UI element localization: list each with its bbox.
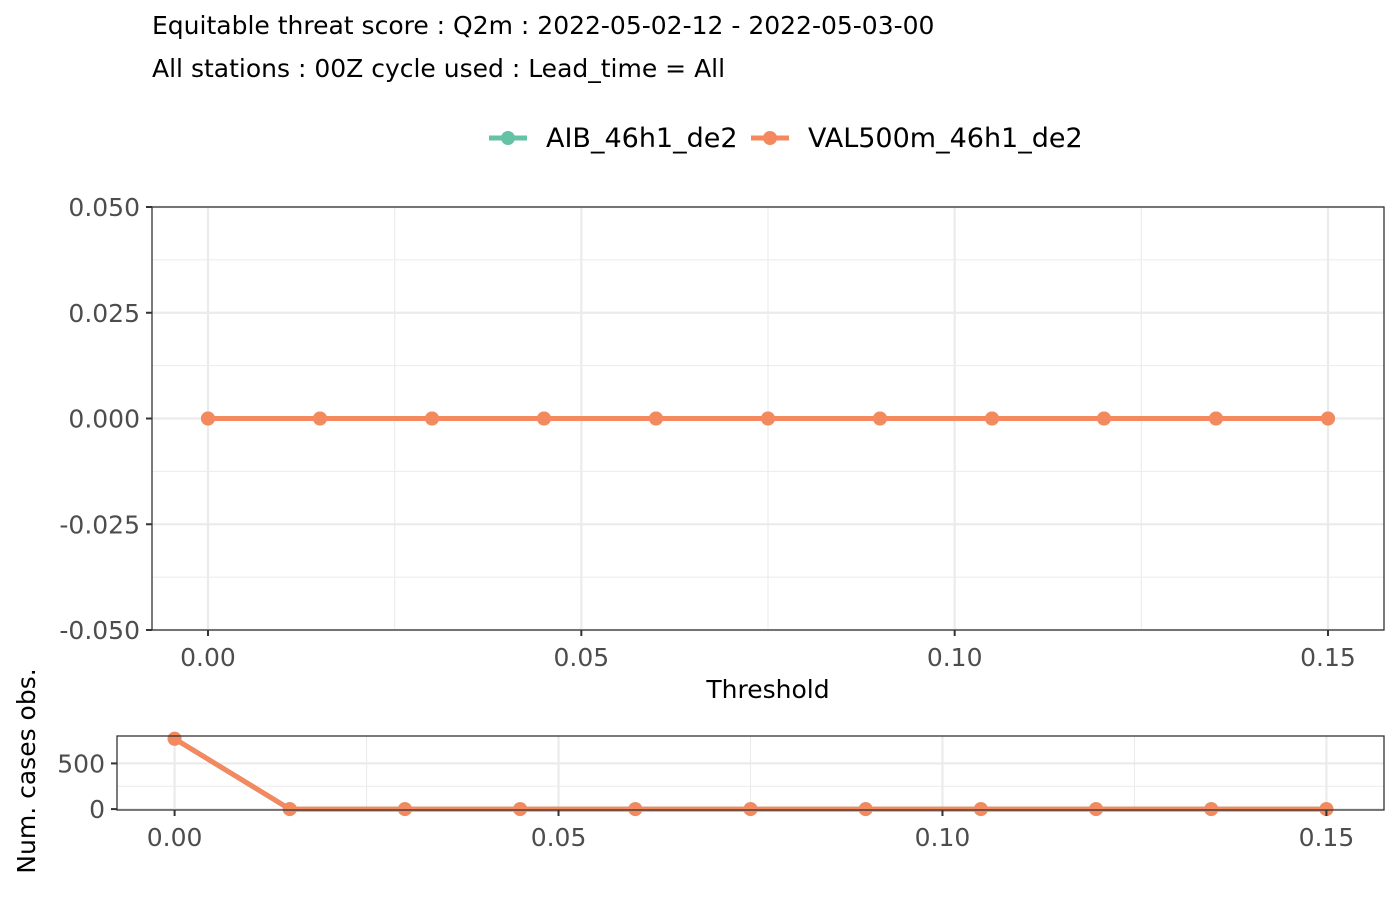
counts-data-point-VAL500m_46h1_de2: [973, 802, 988, 817]
counts-panel: 0.00 0.05 0.10 0.15 0 500 Num. cases obs.: [12, 668, 1385, 874]
main-data-point-VAL500m_46h1_de2: [873, 411, 887, 426]
main-x-tick-label: 0.15: [1300, 643, 1356, 672]
main-x-tick-label: 0.00: [180, 643, 236, 672]
counts-data-point-VAL500m_46h1_de2: [167, 731, 182, 746]
counts-panel-border: [116, 735, 1385, 811]
legend-label: AIB_46h1_de2: [546, 123, 738, 154]
counts-data-point-VAL500m_46h1_de2: [1319, 802, 1334, 817]
counts-data-point-VAL500m_46h1_de2: [282, 802, 297, 817]
main-data-point-VAL500m_46h1_de2: [1097, 411, 1111, 426]
main-x-tick-label: 0.05: [553, 643, 609, 672]
counts-data-point-VAL500m_46h1_de2: [628, 802, 643, 817]
main-panel: 0.00 0.05 0.10 0.15 -0.050 -0.025 0.000 0.025 0.…: [59, 193, 1385, 704]
main-data-point-VAL500m_46h1_de2: [537, 411, 551, 426]
counts-y-tick-label: 0: [89, 795, 105, 824]
main-data-point-VAL500m_46h1_de2: [649, 411, 663, 426]
main-x-tick-label: 0.10: [927, 643, 983, 672]
main-y-tick-label: -0.050: [59, 616, 140, 645]
main-y-tick-label: 0.025: [68, 299, 140, 328]
counts-x-tick-label: 0.15: [1299, 823, 1355, 852]
main-data-point-VAL500m_46h1_de2: [985, 411, 999, 426]
main-data-point-VAL500m_46h1_de2: [761, 411, 775, 426]
counts-x-tick-label: 0.05: [531, 823, 587, 852]
main-data-point-VAL500m_46h1_de2: [1321, 411, 1335, 426]
main-y-tick-label: 0.000: [68, 405, 140, 434]
counts-y-axis-title: Num. cases obs.: [12, 668, 41, 873]
main-data-point-VAL500m_46h1_de2: [425, 411, 439, 426]
legend: AIB_46h1_de2 VAL500m_46h1_de2: [489, 123, 1083, 154]
chart-title: Equitable threat score : Q2m : 2022-05-0…: [152, 11, 934, 40]
main-data-point-VAL500m_46h1_de2: [313, 411, 327, 426]
counts-x-tick-label: 0.10: [915, 823, 971, 852]
counts-data-point-VAL500m_46h1_de2: [397, 802, 412, 817]
main-y-tick-label: 0.050: [68, 193, 140, 222]
counts-y-tick-label: 500: [57, 749, 105, 778]
main-y-tick-label: -0.025: [59, 510, 140, 539]
legend-label: VAL500m_46h1_de2: [808, 123, 1083, 154]
counts-data-point-VAL500m_46h1_de2: [1204, 802, 1219, 817]
main-data-point-VAL500m_46h1_de2: [1209, 411, 1223, 426]
counts-data-point-VAL500m_46h1_de2: [1089, 802, 1104, 817]
main-x-axis-title: Threshold: [705, 675, 829, 704]
main-data-point-VAL500m_46h1_de2: [201, 411, 215, 426]
counts-data-point-VAL500m_46h1_de2: [743, 802, 758, 817]
counts-data-point-VAL500m_46h1_de2: [858, 802, 873, 817]
counts-data-point-VAL500m_46h1_de2: [513, 802, 528, 817]
counts-x-tick-label: 0.00: [147, 823, 203, 852]
legend-key-point: [763, 131, 777, 145]
chart-subtitle: All stations : 00Z cycle used : Lead_tim…: [152, 54, 725, 83]
legend-key-point: [501, 131, 515, 145]
